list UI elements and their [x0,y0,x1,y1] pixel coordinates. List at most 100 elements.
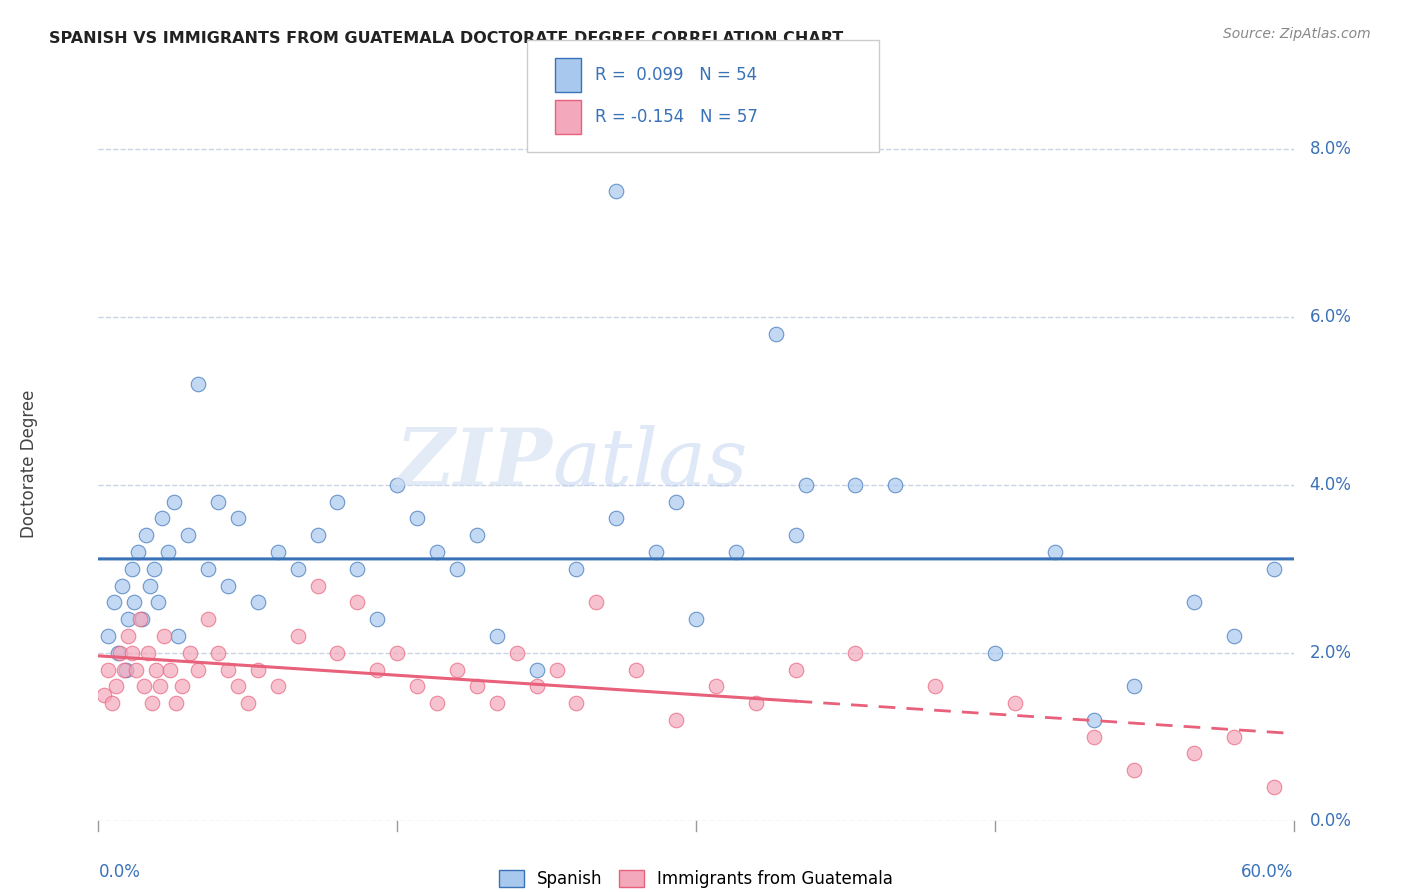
Point [1223,730,1246,744]
Point [565,562,588,576]
Point [546,663,568,677]
Point [1182,595,1205,609]
Point [1004,696,1026,710]
Point [287,562,309,576]
Point [103,595,125,609]
Point [197,612,219,626]
Point [143,562,166,576]
Point [1263,780,1285,794]
Point [121,562,143,576]
Text: atlas: atlas [553,425,748,502]
Point [704,679,727,693]
Point [150,511,173,525]
Point [136,646,159,660]
Point [117,629,139,643]
Point [1223,629,1246,643]
Point [267,679,290,693]
Point [983,646,1005,660]
Point [97,629,120,643]
Point [1083,713,1105,727]
Point [236,696,259,710]
Point [924,679,946,693]
Point [794,478,817,492]
Point [346,595,368,609]
Point [1123,764,1146,778]
Point [385,646,409,660]
Point [624,663,647,677]
Text: Source: ZipAtlas.com: Source: ZipAtlas.com [1223,27,1371,41]
Point [97,663,120,677]
Point [844,478,866,492]
Point [426,545,449,559]
Point [246,595,269,609]
Point [115,663,138,677]
Point [125,663,148,677]
Point [110,646,132,660]
Point [485,696,508,710]
Point [101,696,124,710]
Point [1182,747,1205,761]
Point [506,646,529,660]
Point [426,696,449,710]
Point [127,545,149,559]
Point [217,578,239,592]
Point [1083,730,1105,744]
Point [267,545,290,559]
Point [226,511,249,525]
Point [446,663,468,677]
Point [346,562,368,576]
Point [565,696,588,710]
Point [1043,545,1066,559]
Point [179,646,201,660]
Text: 6.0%: 6.0% [1309,308,1351,326]
Point [129,612,152,626]
Point [121,646,143,660]
Point [157,545,180,559]
Point [884,478,907,492]
Text: R =  0.099   N = 54: R = 0.099 N = 54 [595,66,756,84]
Point [385,478,409,492]
Point [112,663,135,677]
Text: R = -0.154   N = 57: R = -0.154 N = 57 [595,108,758,126]
Point [105,679,128,693]
Point [724,545,747,559]
Point [745,696,768,710]
Point [135,528,157,542]
Point [153,629,176,643]
Point [111,578,134,592]
Point [246,663,269,677]
Point [585,595,607,609]
Text: 0.0%: 0.0% [1309,812,1351,830]
Point [93,688,115,702]
Text: ZIP: ZIP [395,425,553,502]
Point [665,713,688,727]
Point [446,562,468,576]
Point [207,494,229,508]
Point [207,646,229,660]
Point [465,679,488,693]
Point [526,663,548,677]
Point [485,629,508,643]
Point [326,646,349,660]
Text: 60.0%: 60.0% [1241,863,1294,880]
Text: SPANISH VS IMMIGRANTS FROM GUATEMALA DOCTORATE DEGREE CORRELATION CHART: SPANISH VS IMMIGRANTS FROM GUATEMALA DOC… [49,31,844,46]
Legend: Spanish, Immigrants from Guatemala: Spanish, Immigrants from Guatemala [492,863,900,892]
Point [645,545,668,559]
Point [148,595,170,609]
Point [107,646,129,660]
Point [526,679,548,693]
Point [287,629,309,643]
Point [141,696,163,710]
Point [1123,679,1146,693]
Text: Doctorate Degree: Doctorate Degree [20,390,38,538]
Text: 0.0%: 0.0% [98,863,141,880]
Point [366,612,388,626]
Point [131,612,153,626]
Point [177,528,200,542]
Point [145,663,167,677]
Point [167,629,190,643]
Point [307,528,329,542]
Text: 8.0%: 8.0% [1309,140,1351,158]
Point [172,679,194,693]
Point [124,595,146,609]
